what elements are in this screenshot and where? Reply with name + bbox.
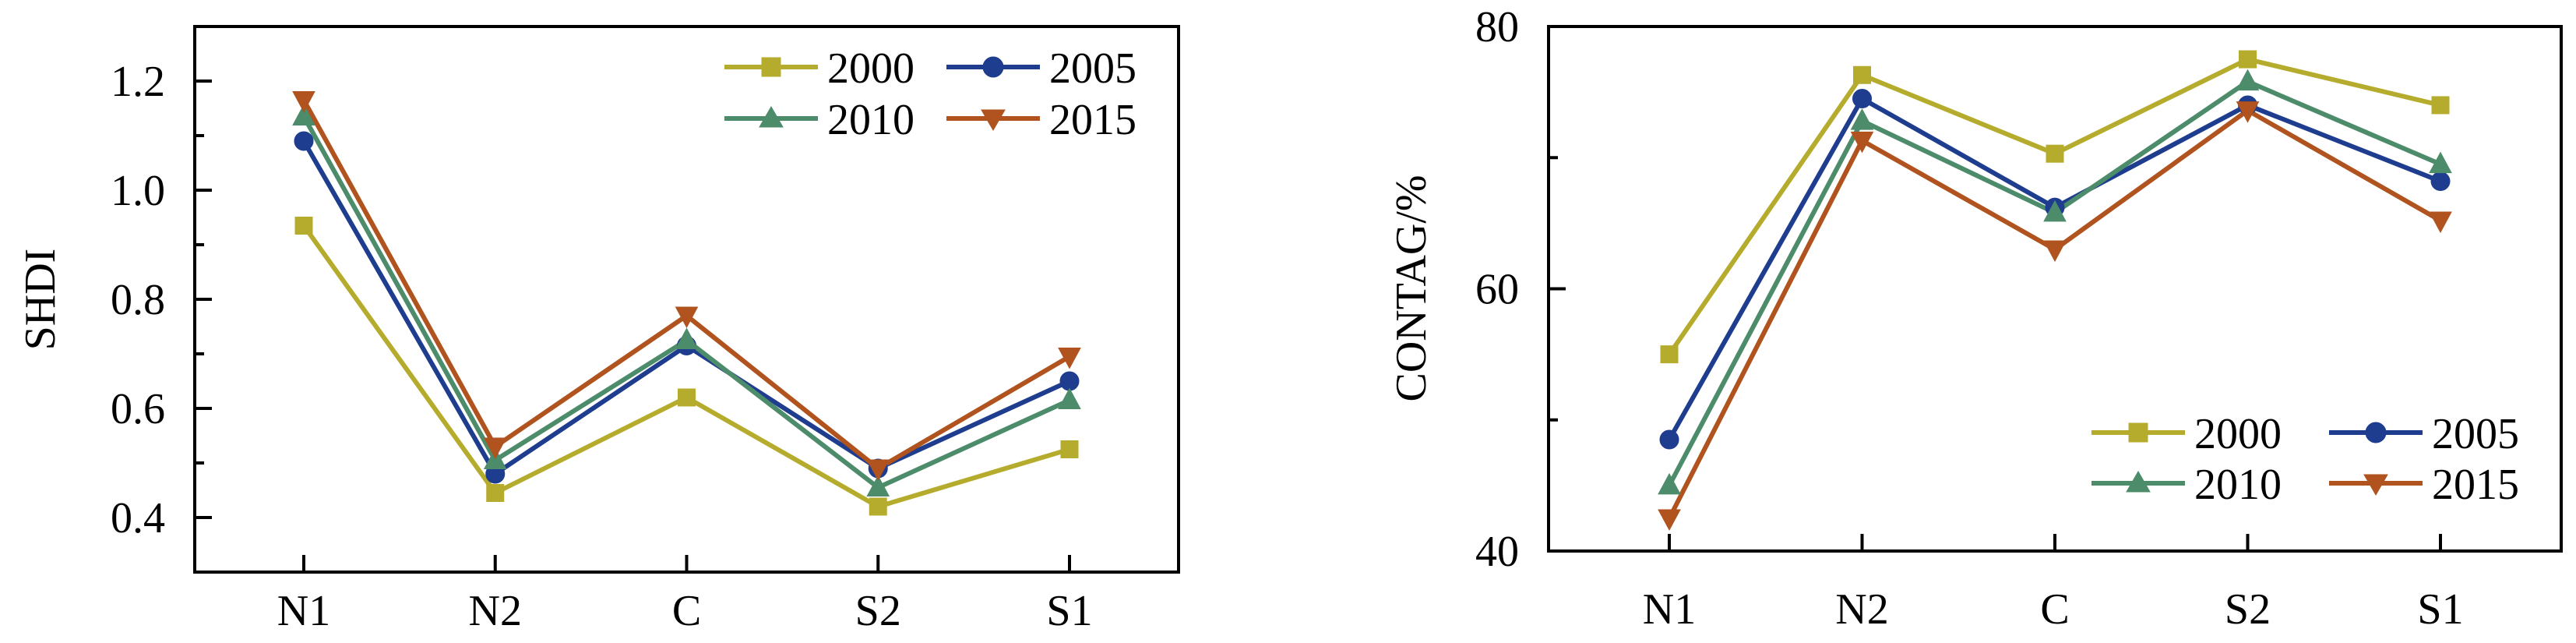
contag-tick-label-x-3: S2 <box>2225 585 2271 634</box>
shdi-point-2000-C <box>678 388 696 407</box>
shdi-markers <box>292 91 1081 516</box>
contag-point-2010-N1 <box>1658 472 1681 495</box>
shdi-point-2010-C <box>675 327 699 349</box>
contag-y-ticks <box>1549 25 1566 553</box>
contag-point-2005-S1 <box>2430 171 2451 192</box>
shdi-legend-entry-2005: 2005 <box>946 44 1136 93</box>
contag-legend-marker-2005 <box>2365 422 2387 443</box>
shdi-tick-label-y-4: 1.2 <box>111 58 165 106</box>
shdi-point-2010-S1 <box>1058 387 1081 409</box>
shdi-legend-marker-2005 <box>982 56 1004 78</box>
contag-plot-frame <box>1547 25 2563 553</box>
contag-tick-label-x-2: C <box>2040 585 2069 634</box>
shdi-point-2000-S1 <box>1060 440 1079 458</box>
shdi-point-2015-S1 <box>1058 348 1081 369</box>
contag-tick-label-y-1: 60 <box>1475 266 1519 314</box>
shdi-tick-label-y-3: 1.0 <box>111 167 165 215</box>
contag-point-2015-S2 <box>2236 101 2260 123</box>
shdi-legend-entry-2015: 2015 <box>946 96 1136 144</box>
shdi-point-2010-S2 <box>866 475 890 496</box>
contag-x-ticks <box>1668 534 2442 551</box>
shdi-series-lines <box>301 99 1071 509</box>
contag-y-axis-title: CONTAG/% <box>1387 175 1436 401</box>
contag-tick-label-x-1: N2 <box>1835 585 1888 634</box>
shdi-plot-frame <box>193 25 1180 574</box>
shdi-tick-label-x-2: C <box>672 587 701 635</box>
shdi-legend: 2000 2005 2010 2015 <box>724 44 1136 144</box>
shdi-legend-marker-2015 <box>981 109 1006 132</box>
contag-legend-entry-2000: 2000 <box>2091 410 2282 458</box>
contag-line-2015 <box>1667 108 2442 520</box>
shdi-legend-label-2010: 2010 <box>827 96 914 144</box>
contag-legend-label-2005: 2005 <box>2432 410 2519 458</box>
shdi-tick-label-x-1: N2 <box>469 587 522 635</box>
shdi-point-2015-N1 <box>292 91 315 113</box>
contag-point-2015-N2 <box>1850 131 1874 154</box>
shdi-legend-marker-2010 <box>759 105 784 128</box>
shdi-y-ticks <box>195 79 212 519</box>
contag-tick-label-y-0: 40 <box>1475 528 1519 576</box>
contag-legend-entry-2005: 2005 <box>2329 410 2519 458</box>
shdi-legend-entry-2010: 2010 <box>724 96 914 144</box>
contag-point-2010-N2 <box>1850 108 1874 130</box>
chart-contag: 40 60 80 N1 N2 C S2 S1 CONTAG/% 2000 200… <box>1387 3 2563 634</box>
shdi-point-2000-S2 <box>869 497 887 516</box>
contag-point-2005-N1 <box>1659 429 1679 450</box>
contag-point-2000-S2 <box>2239 50 2257 69</box>
shdi-point-2000-N2 <box>486 484 505 502</box>
shdi-line-2015 <box>301 99 1071 471</box>
shdi-legend-label-2000: 2000 <box>827 44 914 93</box>
shdi-point-2015-C <box>675 306 699 329</box>
contag-point-2000-C <box>2046 144 2064 163</box>
shdi-y-axis-title: SHDI <box>16 249 65 351</box>
contag-legend-marker-2015 <box>2363 474 2388 496</box>
contag-point-2010-S2 <box>2236 69 2260 91</box>
contag-tick-label-x-4: S1 <box>2417 585 2463 634</box>
contag-markers <box>1658 50 2452 531</box>
contag-series-lines <box>1667 57 2442 520</box>
shdi-point-2005-S1 <box>1059 371 1080 391</box>
shdi-legend-label-2015: 2015 <box>1049 96 1136 144</box>
contag-legend-entry-2015: 2015 <box>2329 461 2519 509</box>
shdi-tick-label-y-1: 0.6 <box>111 385 165 433</box>
contag-point-2010-C <box>2043 200 2067 222</box>
contag-point-2000-S1 <box>2431 96 2450 115</box>
shdi-legend-marker-2000 <box>761 57 781 77</box>
contag-legend-marker-2000 <box>2128 422 2148 443</box>
shdi-x-ticks <box>302 555 1071 572</box>
contag-legend: 2000 2005 2010 2015 <box>2091 410 2519 509</box>
shdi-tick-label-x-3: S2 <box>855 587 901 635</box>
contag-tick-label-x-0: N1 <box>1643 585 1696 634</box>
chart-shdi: 0.4 0.6 0.8 1.0 1.2 N1 N2 C S2 S1 SHDI 2… <box>16 25 1180 635</box>
contag-legend-label-2010: 2010 <box>2194 461 2282 509</box>
contag-legend-label-2000: 2000 <box>2194 410 2282 458</box>
shdi-line-2000 <box>301 224 1070 509</box>
shdi-tick-label-x-0: N1 <box>277 587 330 635</box>
shdi-point-2015-N2 <box>483 437 507 460</box>
shdi-legend-entry-2000: 2000 <box>724 44 914 93</box>
contag-point-2015-N1 <box>1658 509 1681 531</box>
shdi-tick-label-y-2: 0.8 <box>111 276 165 324</box>
contag-tick-label-y-2: 80 <box>1475 3 1519 51</box>
shdi-point-2010-N1 <box>292 104 315 125</box>
contag-point-2010-S1 <box>2429 151 2452 174</box>
contag-point-2015-C <box>2043 240 2067 263</box>
shdi-point-2000-N1 <box>294 217 313 235</box>
shdi-point-2005-N1 <box>294 131 314 151</box>
contag-point-2000-N1 <box>1660 345 1679 364</box>
shdi-tick-label-x-4: S1 <box>1046 587 1092 635</box>
contag-legend-label-2015: 2015 <box>2432 461 2519 509</box>
contag-point-2015-S1 <box>2429 211 2452 234</box>
contag-line-2010 <box>1667 79 2442 487</box>
contag-point-2000-N2 <box>1853 65 1871 84</box>
shdi-tick-label-y-0: 0.4 <box>111 494 165 542</box>
shdi-legend-label-2005: 2005 <box>1049 44 1136 93</box>
shdi-point-2015-S2 <box>866 459 890 482</box>
contag-point-2005-N2 <box>1852 89 1872 109</box>
contag-legend-marker-2010 <box>2126 470 2151 493</box>
contag-legend-entry-2010: 2010 <box>2091 461 2282 509</box>
